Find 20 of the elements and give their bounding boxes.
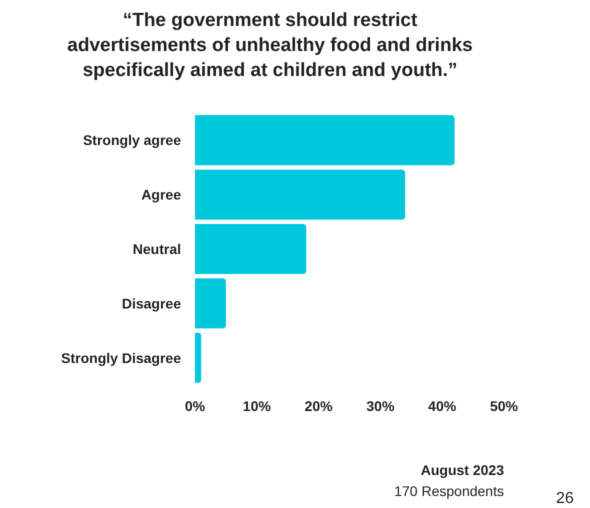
y-tick-label: Agree [141,186,182,203]
y-tick-label: Neutral [132,241,181,257]
bar [195,278,226,328]
text: 26 [556,490,574,508]
x-tick-label: 30% [366,398,395,414]
text: 170 Respondents [394,483,504,499]
bar [195,115,455,166]
y-tick-label: Disagree [122,295,182,312]
bar [195,332,202,383]
y-tick-label: Strongly Disagree [61,350,182,366]
bar [195,170,406,220]
chart-title: “The government should restrict advertisements of unhealthy food and drinks specifically aimed at children and youth.” [66,9,474,83]
x-tick-label: 40% [428,398,457,414]
x-tick-label: 10% [242,398,272,414]
bar [195,224,306,274]
y-tick-label: Strongly agree [82,132,182,148]
text: August 2023 [420,462,504,478]
x-tick-label: 50% [490,398,519,414]
x-tick-label: 20% [304,398,334,414]
x-tick-label: 0% [184,398,206,414]
